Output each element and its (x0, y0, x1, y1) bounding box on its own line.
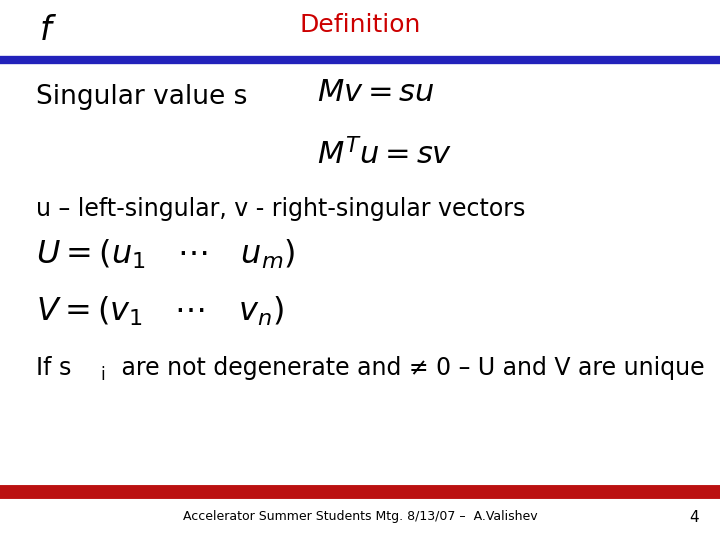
Text: $Mv = su$: $Mv = su$ (317, 78, 434, 107)
Text: 4: 4 (689, 510, 698, 525)
Text: $V = \left(v_1 \quad \cdots \quad v_n\right)$: $V = \left(v_1 \quad \cdots \quad v_n\ri… (36, 294, 284, 328)
Text: are not degenerate and ≠ 0 – U and V are unique: are not degenerate and ≠ 0 – U and V are… (114, 356, 704, 380)
Text: Definition: Definition (300, 14, 420, 37)
Text: u – left-singular, v - right-singular vectors: u – left-singular, v - right-singular ve… (36, 197, 526, 221)
Text: $M^{T}u = sv$: $M^{T}u = sv$ (317, 138, 452, 170)
Text: Singular value s: Singular value s (36, 84, 248, 110)
Text: i: i (101, 366, 105, 384)
Text: f: f (40, 14, 51, 46)
Text: Accelerator Summer Students Mtg. 8/13/07 –  A.Valishev: Accelerator Summer Students Mtg. 8/13/07… (183, 510, 537, 523)
Text: $U = \left(u_1 \quad \cdots \quad u_m\right)$: $U = \left(u_1 \quad \cdots \quad u_m\ri… (36, 238, 296, 271)
Text: If s: If s (36, 356, 71, 380)
